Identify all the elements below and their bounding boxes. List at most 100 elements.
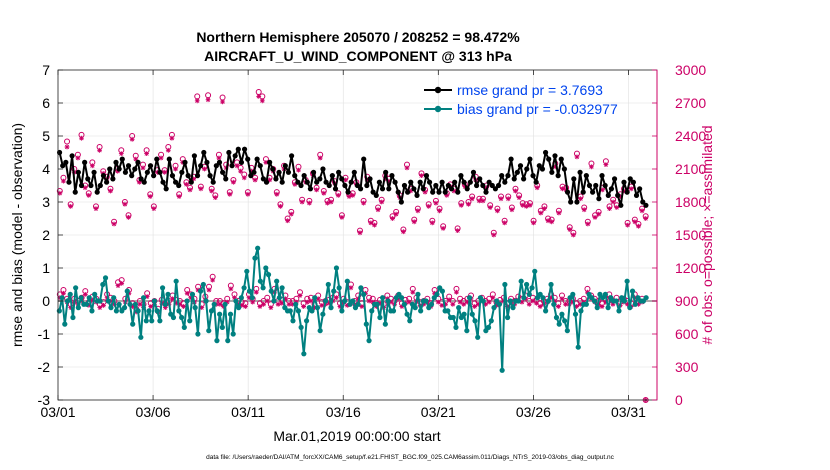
bias-point: [143, 318, 149, 324]
obs-assimilated-marker: [292, 182, 298, 187]
obs-low-assimilated-marker: [137, 301, 143, 307]
rmse-point: [226, 149, 232, 156]
rmse-point: [546, 156, 552, 162]
rmse-point: [524, 166, 530, 172]
rmse-point: [163, 186, 169, 192]
rmse-point: [144, 169, 150, 175]
obs-assimilated-marker: [86, 193, 92, 198]
rmse-point: [345, 189, 351, 195]
obs-assimilated-marker: [462, 184, 468, 189]
obs-low-assimilated-marker: [301, 304, 307, 309]
obs-assimilated-marker: [231, 179, 236, 185]
bias-point: [260, 285, 266, 291]
bias-point: [466, 295, 473, 301]
obs-assimilated-marker: [241, 175, 247, 181]
bias-point: [92, 291, 98, 297]
rmse-point: [455, 189, 461, 195]
rmse-point: [536, 163, 542, 169]
bias-point: [170, 314, 177, 321]
obs-low-assimilated-marker: [486, 299, 492, 305]
bias-point: [100, 281, 106, 288]
bias-point: [314, 305, 321, 311]
bias-point: [632, 301, 638, 307]
y-axis-left: -3 -2 -1 0 1 2 3 4 5 6 7: [38, 62, 63, 408]
obs-low-assimilated-marker: [188, 295, 194, 301]
obs-low-assimilated-marker: [399, 304, 405, 309]
obs-assimilated-marker: [259, 98, 265, 104]
bias-point: [475, 334, 481, 340]
bias-point: [192, 305, 198, 311]
rmse-point: [470, 169, 477, 175]
rmse-point: [423, 173, 430, 179]
obs-assimilated-marker: [111, 221, 117, 227]
obs-assimilated-marker: [144, 151, 150, 156]
obs-assimilated-marker: [335, 193, 341, 198]
rmse-point: [69, 153, 75, 159]
obs-assimilated-marker: [636, 223, 641, 229]
bias-point: [301, 351, 307, 357]
bias-point: [162, 301, 168, 307]
rmse-point: [151, 173, 157, 179]
bias-point: [303, 318, 310, 324]
obs-assimilated-marker: [516, 195, 522, 200]
obs-assimilated-marker: [563, 187, 569, 193]
rmse-point: [508, 156, 514, 162]
rmse-point: [276, 169, 282, 175]
obs-assimilated-marker: [643, 216, 649, 221]
bias-point: [225, 338, 231, 344]
rmse-point: [273, 176, 279, 182]
rmse-point: [414, 192, 420, 198]
rmse-point: [615, 192, 621, 198]
bias-point: [279, 285, 285, 291]
rmse-point: [549, 169, 555, 175]
bias-point: [616, 308, 622, 314]
bias-point: [336, 285, 342, 291]
bias-point: [322, 298, 329, 304]
rmse-point: [370, 189, 376, 195]
obs-low-assimilated-marker: [326, 300, 332, 306]
obs-assimilated-marker: [408, 188, 414, 194]
obs-low-assimilated-marker: [537, 304, 543, 309]
bias-point: [121, 305, 128, 311]
rmse-point: [445, 182, 451, 189]
obs-assimilated-marker: [574, 154, 580, 160]
bias-point: [105, 298, 111, 304]
obs-assimilated-marker: [118, 151, 124, 156]
obs-assimilated-marker: [220, 99, 225, 105]
obs-low-assimilated-marker: [475, 301, 481, 307]
rmse-point: [220, 169, 226, 175]
obs-assimilated-marker: [57, 190, 63, 196]
obs-low-assimilated-marker: [148, 304, 154, 309]
bias-point: [317, 328, 323, 334]
rmse-point: [176, 182, 182, 189]
rmse-point: [257, 163, 263, 169]
bias-point: [265, 272, 272, 278]
obs-assimilated-marker: [400, 229, 406, 235]
rmse-point: [571, 176, 577, 182]
obs-assimilated-marker: [205, 97, 211, 103]
obs-low-assimilated-marker: [333, 295, 339, 301]
obs-low-assimilated-marker: [457, 299, 463, 305]
legend-bias-marker: [434, 105, 442, 113]
bias-point: [75, 305, 81, 311]
obs-low-assimilated-marker: [195, 287, 201, 293]
rmse-point: [129, 173, 135, 179]
obs-low-assimilated-marker: [315, 296, 321, 302]
bias-point: [157, 318, 163, 324]
bias-point: [219, 324, 225, 330]
bias-point: [358, 285, 364, 291]
obs-low-assimilated-marker: [337, 304, 343, 309]
bias-point: [64, 298, 71, 304]
obs-assimilated-marker: [560, 186, 565, 192]
obs-low-assimilated-marker: [443, 301, 448, 307]
obs-low-assimilated-marker: [366, 298, 372, 304]
obs-assimilated-marker: [357, 230, 363, 236]
rmse-point: [348, 179, 354, 185]
obs-assimilated-marker: [372, 222, 377, 228]
obs-assimilated-marker: [89, 163, 95, 169]
obs-assimilated-marker: [527, 202, 533, 208]
bias-point: [485, 324, 492, 330]
bias-point: [399, 295, 405, 301]
rmse-point: [489, 182, 495, 189]
bias-point: [461, 311, 467, 317]
